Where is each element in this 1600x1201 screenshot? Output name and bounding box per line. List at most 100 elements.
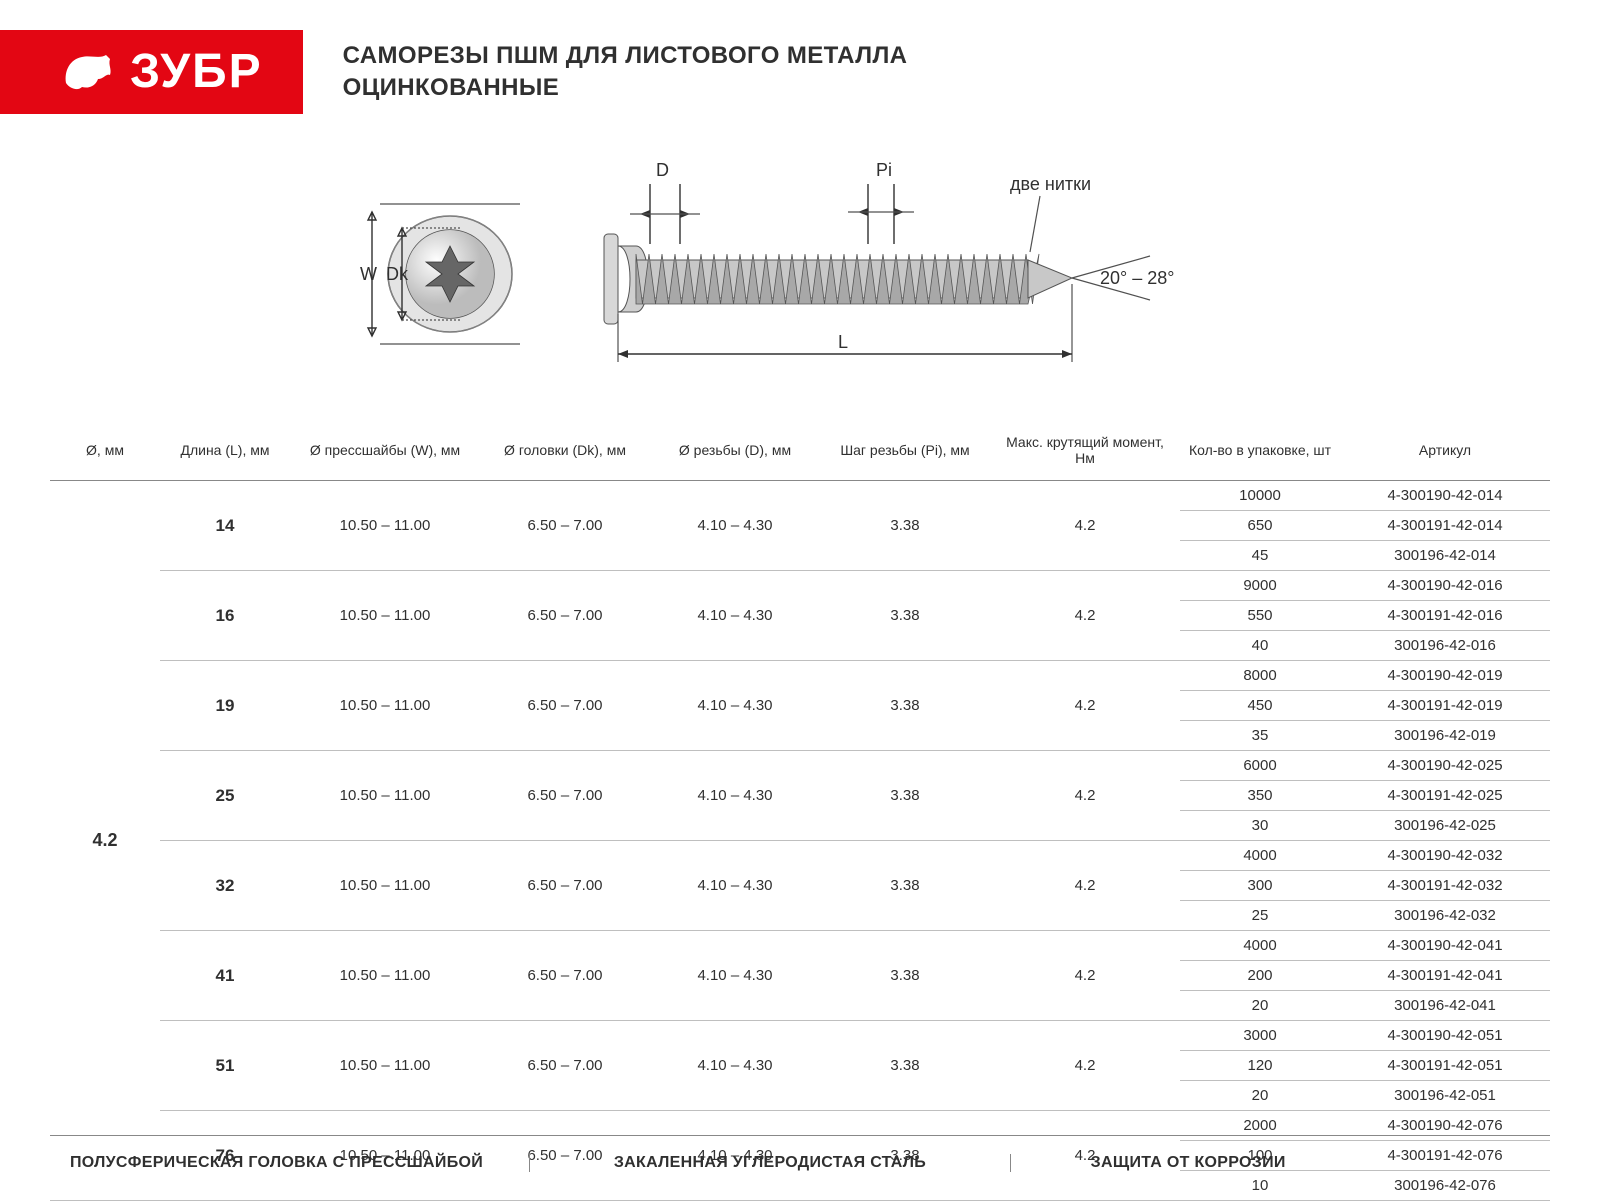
technical-diagram: W Dk D Pi две нитки — [60, 144, 1540, 404]
cell: 4.2 — [990, 931, 1180, 1021]
col-header: Артикул — [1340, 424, 1550, 481]
cell: 10.50 – 11.00 — [290, 481, 480, 571]
cell-qty: 25 — [1180, 901, 1340, 931]
cell-qty: 300 — [1180, 871, 1340, 901]
col-header: Ø, мм — [50, 424, 160, 481]
cell-qty: 200 — [1180, 961, 1340, 991]
cell-qty: 10000 — [1180, 481, 1340, 511]
cell: 4.10 – 4.30 — [650, 571, 820, 661]
cell: 10.50 – 11.00 — [290, 571, 480, 661]
cell: 4.2 — [990, 1021, 1180, 1111]
cell: 6.50 – 7.00 — [480, 1021, 650, 1111]
title-line-2: ОЦИНКОВАННЫЕ — [343, 72, 908, 104]
cell: 4.2 — [990, 571, 1180, 661]
table-row: 2510.50 – 11.006.50 – 7.004.10 – 4.303.3… — [50, 751, 1550, 781]
cell-sku: 300196-42-014 — [1340, 541, 1550, 571]
svg-text:Dk: Dk — [386, 264, 409, 284]
cell-qty: 450 — [1180, 691, 1340, 721]
cell: 6.50 – 7.00 — [480, 481, 650, 571]
cell: 4.2 — [990, 751, 1180, 841]
title-line-1: САМОРЕЗЫ ПШМ ДЛЯ ЛИСТОВОГО МЕТАЛЛА — [343, 40, 908, 72]
table-row: 3210.50 – 11.006.50 – 7.004.10 – 4.303.3… — [50, 841, 1550, 871]
cell: 41 — [160, 931, 290, 1021]
cell: 3.38 — [820, 481, 990, 571]
screw-side-view: D Pi две нитки — [580, 154, 1220, 389]
cell-qty: 9000 — [1180, 571, 1340, 601]
cell: 4.10 – 4.30 — [650, 841, 820, 931]
cell: 6.50 – 7.00 — [480, 751, 650, 841]
feature-head: ПОЛУСФЕРИЧЕСКАЯ ГОЛОВКА С ПРЕССШАЙБОЙ — [50, 1154, 530, 1172]
cell: 6.50 – 7.00 — [480, 571, 650, 661]
brand-logo: ЗУБР — [0, 30, 303, 114]
cell-sku: 300196-42-051 — [1340, 1081, 1550, 1111]
svg-text:Pi: Pi — [876, 160, 892, 180]
cell: 4.10 – 4.30 — [650, 751, 820, 841]
spec-table: Ø, ммДлина (L), ммØ прессшайбы (W), ммØ … — [50, 424, 1550, 1201]
cell: 19 — [160, 661, 290, 751]
cell: 4.2 — [990, 661, 1180, 751]
header: ЗУБР САМОРЕЗЫ ПШМ ДЛЯ ЛИСТОВОГО МЕТАЛЛА … — [0, 0, 1600, 134]
cell-qty: 650 — [1180, 511, 1340, 541]
col-header: Кол-во в упаковке, шт — [1180, 424, 1340, 481]
cell-sku: 300196-42-025 — [1340, 811, 1550, 841]
svg-text:L: L — [838, 332, 848, 352]
cell: 32 — [160, 841, 290, 931]
cell-qty: 350 — [1180, 781, 1340, 811]
cell-sku: 300196-42-016 — [1340, 631, 1550, 661]
svg-text:две нитки: две нитки — [1010, 174, 1091, 194]
cell-sku: 300196-42-019 — [1340, 721, 1550, 751]
cell: 4.2 — [990, 481, 1180, 571]
screw-head-view: W Dk — [360, 174, 540, 369]
cell-qty: 4000 — [1180, 841, 1340, 871]
cell-qty: 3000 — [1180, 1021, 1340, 1051]
cell-sku: 4-300191-42-016 — [1340, 601, 1550, 631]
cell: 3.38 — [820, 931, 990, 1021]
cell-sku: 4-300190-42-041 — [1340, 931, 1550, 961]
cell: 4.10 – 4.30 — [650, 481, 820, 571]
cell: 3.38 — [820, 661, 990, 751]
cell-sku: 4-300191-42-025 — [1340, 781, 1550, 811]
cell: 10.50 – 11.00 — [290, 931, 480, 1021]
bison-icon — [60, 49, 116, 95]
svg-text:D: D — [656, 160, 669, 180]
cell-sku: 4-300190-42-014 — [1340, 481, 1550, 511]
cell-qty: 4000 — [1180, 931, 1340, 961]
cell-qty: 40 — [1180, 631, 1340, 661]
cell: 4.10 – 4.30 — [650, 931, 820, 1021]
cell-sku: 4-300191-42-032 — [1340, 871, 1550, 901]
cell: 3.38 — [820, 751, 990, 841]
cell-qty: 45 — [1180, 541, 1340, 571]
cell: 14 — [160, 481, 290, 571]
cell-qty: 20 — [1180, 1081, 1340, 1111]
cell: 6.50 – 7.00 — [480, 931, 650, 1021]
col-header: Шаг резьбы (Pi), мм — [820, 424, 990, 481]
cell-sku: 4-300190-42-016 — [1340, 571, 1550, 601]
cell: 10.50 – 11.00 — [290, 751, 480, 841]
cell-sku: 300196-42-041 — [1340, 991, 1550, 1021]
cell-sku: 4-300190-42-051 — [1340, 1021, 1550, 1051]
cell: 6.50 – 7.00 — [480, 841, 650, 931]
table-row: 1910.50 – 11.006.50 – 7.004.10 – 4.303.3… — [50, 661, 1550, 691]
cell: 6.50 – 7.00 — [480, 661, 650, 751]
cell-sku: 300196-42-032 — [1340, 901, 1550, 931]
cell-qty: 20 — [1180, 991, 1340, 1021]
cell: 16 — [160, 571, 290, 661]
cell: 3.38 — [820, 1021, 990, 1111]
feature-steel: ЗАКАЛЕННАЯ УГЛЕРОДИСТАЯ СТАЛЬ — [530, 1154, 1010, 1172]
cell-qty: 30 — [1180, 811, 1340, 841]
cell-sku: 4-300190-42-019 — [1340, 661, 1550, 691]
svg-text:20° – 28°: 20° – 28° — [1100, 268, 1174, 288]
col-header: Длина (L), мм — [160, 424, 290, 481]
cell-diameter: 4.2 — [50, 481, 160, 1201]
table-row: 4110.50 – 11.006.50 – 7.004.10 – 4.303.3… — [50, 931, 1550, 961]
cell: 10.50 – 11.00 — [290, 841, 480, 931]
cell: 3.38 — [820, 571, 990, 661]
col-header: Ø прессшайбы (W), мм — [290, 424, 480, 481]
cell: 3.38 — [820, 841, 990, 931]
cell-sku: 4-300191-42-041 — [1340, 961, 1550, 991]
brand-name: ЗУБР — [130, 48, 263, 96]
cell-sku: 4-300191-42-014 — [1340, 511, 1550, 541]
feature-corrosion: ЗАЩИТА ОТ КОРРОЗИИ — [1011, 1154, 1550, 1172]
col-header: Макс. крутящий момент, Нм — [990, 424, 1180, 481]
cell-qty: 6000 — [1180, 751, 1340, 781]
